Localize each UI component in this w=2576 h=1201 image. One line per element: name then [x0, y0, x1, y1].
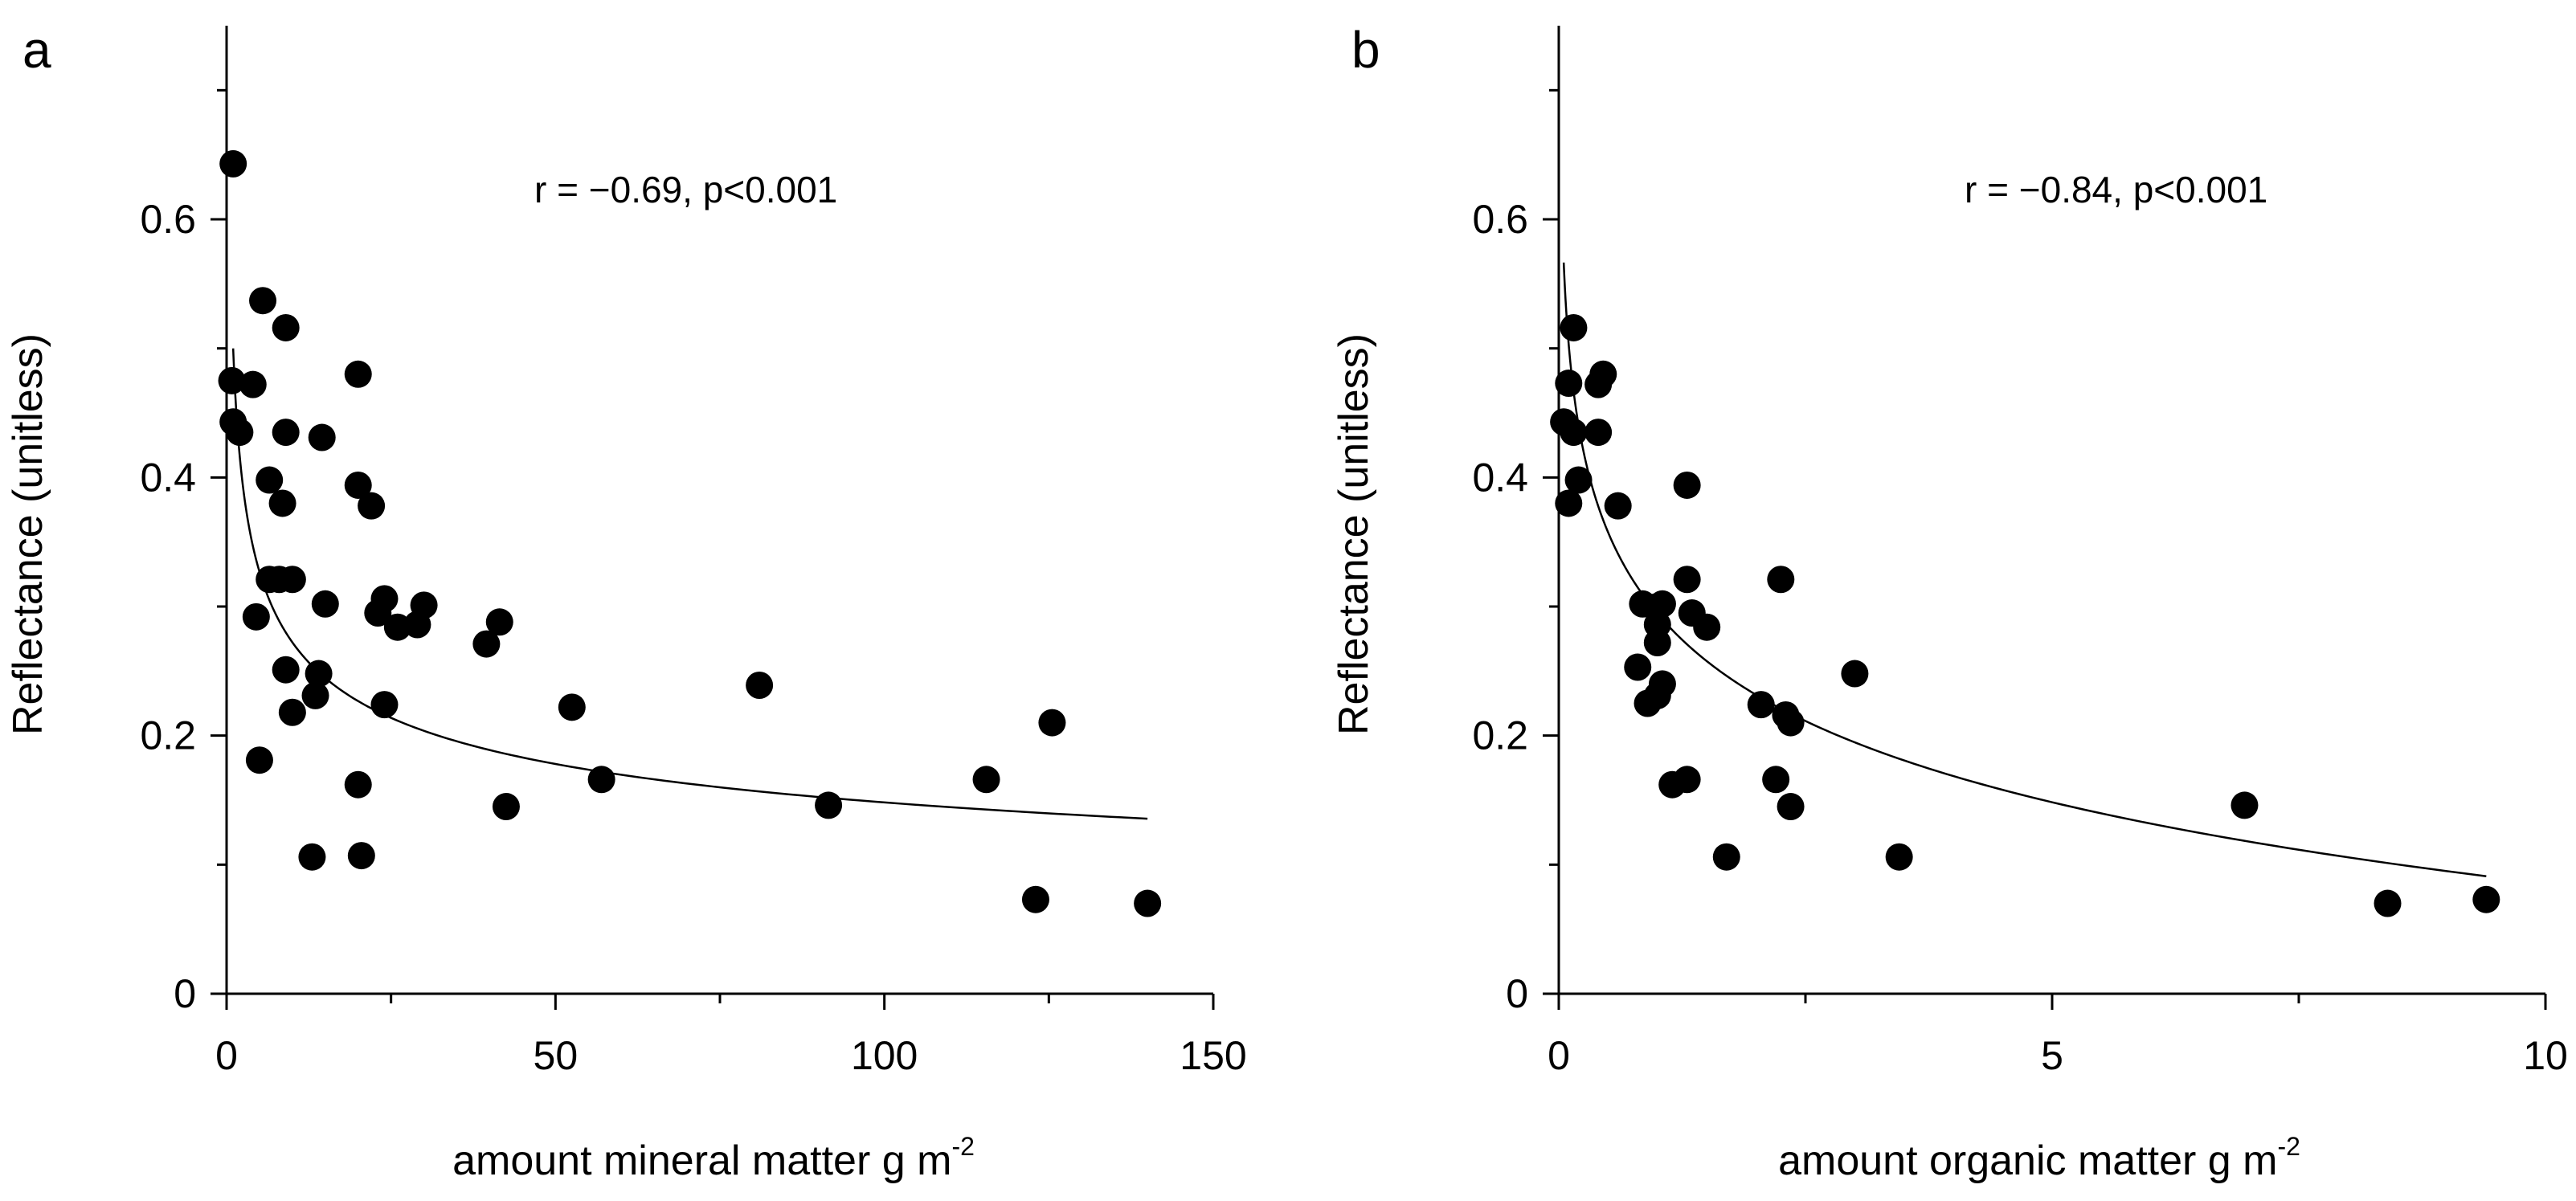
panel-b-data-point [1747, 691, 1775, 719]
panel-b-data-point [1555, 489, 1583, 517]
panel-a-data-point [410, 591, 438, 619]
panel-b-x-tick-label: 5 [2041, 1033, 2063, 1078]
panel-b-y-tick-label: 0.4 [1472, 455, 1528, 500]
panel-b-data-point [1762, 766, 1790, 794]
panel-a-data-point [1021, 885, 1049, 913]
panel-b-y-axis-title: Reflectance (unitless) [1331, 333, 1377, 735]
panel-a-data-point [472, 630, 501, 658]
panel-b-x-axis-title: amount organic matter g m-2 [1778, 1132, 2300, 1184]
panel-a-x-axis-title: amount mineral matter g m-2 [452, 1132, 975, 1184]
panel-b-data-point [2472, 885, 2500, 913]
panel-b-data-point [1560, 419, 1588, 447]
panel-b-fit-curve [1562, 262, 2487, 877]
panel-a-data-point [239, 370, 267, 398]
panel-a-x-tick-label: 100 [851, 1033, 918, 1078]
panel-a-data-point [347, 842, 375, 870]
panel-b-data-point [1673, 471, 1701, 499]
panel-a-data-point [344, 360, 372, 388]
panel-b-data-point [1643, 628, 1671, 656]
panel-b-y-tick-label: 0 [1506, 971, 1528, 1016]
panel-a-data-point [308, 423, 336, 451]
panel-a-data-point [256, 466, 284, 494]
panel-b-x-tick-label: 0 [1548, 1033, 1570, 1078]
panel-b-data-point [1584, 419, 1613, 447]
panel-b-data-point [1648, 590, 1676, 618]
panel-a-data-point [364, 599, 392, 627]
panel-b-data-point [1673, 566, 1701, 594]
panel-b-data-point [1624, 653, 1652, 681]
panel-a-data-point [1038, 709, 1066, 737]
panel-a-x-axis-title-text: amount mineral matter g m [452, 1138, 951, 1184]
panel-a-x-axis-title-superscript: -2 [951, 1132, 974, 1161]
panel-b-data-point [1841, 660, 1869, 688]
panel-a-x-tick-label: 0 [215, 1033, 238, 1078]
panel-a-data-point [245, 746, 273, 774]
panel-b-letter: b [1351, 21, 1380, 79]
panel-a-data-point [242, 603, 270, 631]
panel-b-data-point [1604, 492, 1632, 520]
panel-b-data-point [2230, 791, 2259, 819]
panel-a-data-point [268, 489, 296, 517]
panel-a-data-point [358, 492, 386, 520]
panel-a-data-point [311, 590, 339, 618]
panel-a-data-point [272, 313, 300, 341]
panel-a-x-tick-label: 50 [534, 1033, 579, 1078]
panel-a-y-tick-label: 0.4 [140, 455, 196, 500]
panel-a-data-point [492, 793, 520, 821]
panel-a-data-point [344, 770, 372, 799]
panel-a-data-point [558, 693, 586, 721]
panel-b-data-point [1777, 793, 1805, 821]
panel-b-data-point [1777, 709, 1805, 737]
panel-a-data-point [305, 660, 333, 688]
panel-a-data-point [485, 608, 513, 636]
panel-a-y-tick-label: 0 [174, 971, 196, 1016]
panel-b-data-point [1564, 466, 1593, 494]
panel-a-data-point [746, 672, 774, 700]
panel-a-fit-curve [231, 348, 1148, 820]
panel-a-data-point [272, 419, 300, 447]
panel-a-data-point [301, 681, 329, 709]
panel-a-x-tick-label: 150 [1180, 1033, 1246, 1078]
panel-a-data-point [218, 366, 246, 394]
panel-a-data-point [278, 698, 306, 726]
panel-b-data-point [1712, 843, 1740, 871]
panel-a-correlation-annotation: r = −0.69, p<0.001 [534, 169, 837, 210]
panel-a-data-point [278, 566, 306, 594]
panel-a-data-point [1134, 889, 1162, 917]
panel-a-y-tick-label: 0.2 [140, 713, 196, 758]
panel-a: a r = −0.69, p<0.001 0 0.2 0.4 0.6 0 50 100 15… [5, 21, 1247, 1184]
panel-a-data-point [587, 766, 615, 794]
panel-a-data-point [298, 843, 326, 871]
panel-b-data-point [1589, 360, 1617, 388]
panel-a-y-tick-label: 0.6 [140, 197, 196, 242]
panel-a-data-point [249, 287, 277, 315]
panel-a-data-point [272, 656, 300, 684]
panel-a-y-axis-title: Reflectance (unitless) [5, 333, 51, 735]
panel-b-data-point [1767, 566, 1795, 594]
panel-b: b r = −0.84, p<0.001 0 0.2 0.4 0.6 0 5 10 Ref… [1331, 21, 2568, 1184]
panel-a-data-point [344, 471, 372, 499]
panel-b-x-axis-title-superscript: -2 [2277, 1132, 2300, 1161]
panel-a-data-point [972, 766, 1000, 794]
panel-b-data-point [2374, 889, 2402, 917]
panel-b-correlation-annotation: r = −0.84, p<0.001 [1965, 169, 2267, 210]
panel-b-data-point [1634, 689, 1662, 717]
panel-b-data-point [1885, 843, 1913, 871]
panel-b-data-point [1673, 766, 1701, 794]
panel-b-data-point [1555, 370, 1583, 398]
panel-b-x-tick-label: 10 [2523, 1033, 2568, 1078]
panel-a-data-point [226, 419, 254, 447]
panel-b-data-point [1693, 613, 1721, 641]
panel-b-data-point [1560, 313, 1588, 341]
panel-a-data-point [219, 149, 247, 178]
panel-b-y-tick-label: 0.2 [1472, 713, 1528, 758]
panel-a-data-point [815, 791, 843, 819]
panel-a-letter: a [22, 21, 51, 79]
panel-b-x-axis-title-text: amount organic matter g m [1778, 1138, 2277, 1184]
panel-a-data-point [370, 691, 399, 719]
panel-b-y-tick-label: 0.6 [1472, 197, 1528, 242]
